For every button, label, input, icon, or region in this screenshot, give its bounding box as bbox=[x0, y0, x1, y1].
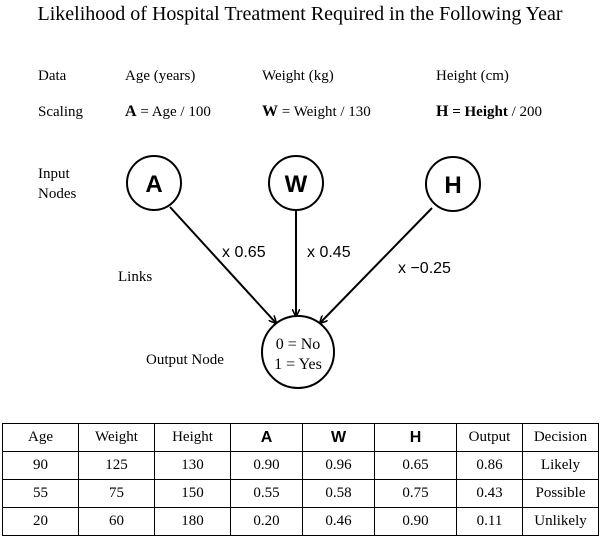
cell-weight: 125 bbox=[78, 451, 155, 480]
scaling-height-formula-bold: = Height bbox=[448, 104, 507, 120]
cell-a: 0.90 bbox=[230, 451, 303, 480]
cell-height: 150 bbox=[154, 479, 231, 508]
cell-height: 130 bbox=[154, 451, 231, 480]
input-nodes-label-line2: Nodes bbox=[38, 186, 76, 202]
weight-w-label: x 0.45 bbox=[307, 244, 351, 261]
data-table: Age Weight Height A W H Output Decision … bbox=[2, 423, 599, 536]
link-a-to-output bbox=[169, 206, 276, 323]
links-label: Links bbox=[118, 269, 152, 285]
diagram-title: Likelihood of Hospital Treatment Require… bbox=[38, 3, 563, 25]
input-nodes-label: Input Nodes bbox=[38, 166, 76, 202]
cell-output: 0.86 bbox=[456, 451, 523, 480]
data-height-label: Height (cm) bbox=[436, 68, 509, 84]
cell-a: 0.20 bbox=[230, 507, 303, 536]
input-node-h-letter: H bbox=[444, 172, 461, 199]
table-header-row: Age Weight Height A W H Output Decision bbox=[2, 423, 599, 452]
input-node-w: W bbox=[268, 155, 324, 211]
header-decision: Decision bbox=[522, 423, 599, 452]
data-label: Data bbox=[38, 68, 67, 84]
table-row: 55 75 150 0.55 0.58 0.75 0.43 Possible bbox=[2, 479, 599, 508]
link-h-to-output bbox=[320, 207, 433, 323]
header-output: Output bbox=[456, 423, 523, 452]
scaling-weight: W = Weight / 130 bbox=[262, 103, 371, 120]
header-a: A bbox=[230, 423, 303, 452]
scaling-height-formula: / 200 bbox=[508, 104, 542, 120]
input-node-a: A bbox=[126, 155, 182, 211]
scaling-weight-letter: W bbox=[262, 103, 278, 120]
cell-age: 90 bbox=[2, 451, 79, 480]
cell-height: 180 bbox=[154, 507, 231, 536]
cell-weight: 60 bbox=[78, 507, 155, 536]
scaling-weight-formula: = Weight / 130 bbox=[278, 104, 371, 120]
header-w: W bbox=[302, 423, 375, 452]
input-node-a-letter: A bbox=[145, 171, 162, 198]
table-row: 20 60 180 0.20 0.46 0.90 0.11 Unlikely bbox=[2, 507, 599, 536]
output-node-label: Output Node bbox=[146, 352, 224, 368]
cell-h: 0.65 bbox=[374, 451, 457, 480]
table-row: 90 125 130 0.90 0.96 0.65 0.86 Likely bbox=[2, 451, 599, 480]
cell-w: 0.46 bbox=[302, 507, 375, 536]
cell-a: 0.55 bbox=[230, 479, 303, 508]
cell-h: 0.75 bbox=[374, 479, 457, 508]
cell-age: 55 bbox=[2, 479, 79, 508]
scaling-age: A = Age / 100 bbox=[125, 103, 211, 120]
header-height: Height bbox=[154, 423, 231, 452]
cell-w: 0.58 bbox=[302, 479, 375, 508]
cell-w: 0.96 bbox=[302, 451, 375, 480]
output-node-yes: 1 = Yes bbox=[274, 356, 322, 373]
input-node-h: H bbox=[425, 156, 481, 212]
output-node-no: 0 = No bbox=[276, 336, 321, 353]
cell-decision: Possible bbox=[522, 479, 599, 508]
input-nodes-label-line1: Input bbox=[38, 166, 70, 182]
header-weight: Weight bbox=[78, 423, 155, 452]
scaling-label: Scaling bbox=[38, 104, 83, 120]
cell-output: 0.43 bbox=[456, 479, 523, 508]
data-age-label: Age (years) bbox=[125, 68, 195, 84]
cell-decision: Likely bbox=[522, 451, 599, 480]
scaling-age-letter: A bbox=[125, 103, 137, 120]
scaling-age-formula: = Age / 100 bbox=[137, 104, 211, 120]
scaling-height-letter: H bbox=[436, 103, 449, 120]
data-weight-label: Weight (kg) bbox=[262, 68, 334, 84]
cell-h: 0.90 bbox=[374, 507, 457, 536]
weight-h-label: x −0.25 bbox=[398, 260, 451, 277]
output-node: 0 = No 1 = Yes bbox=[261, 315, 335, 389]
header-h: H bbox=[374, 423, 457, 452]
cell-age: 20 bbox=[2, 507, 79, 536]
weight-a-label: x 0.65 bbox=[222, 244, 266, 261]
header-age: Age bbox=[2, 423, 79, 452]
input-node-w-letter: W bbox=[285, 171, 308, 198]
network-diagram: Likelihood of Hospital Treatment Require… bbox=[38, 3, 563, 389]
cell-weight: 75 bbox=[78, 479, 155, 508]
scaling-height: H = Height / 200 bbox=[436, 103, 542, 120]
cell-output: 0.11 bbox=[456, 507, 523, 536]
cell-decision: Unlikely bbox=[522, 507, 599, 536]
